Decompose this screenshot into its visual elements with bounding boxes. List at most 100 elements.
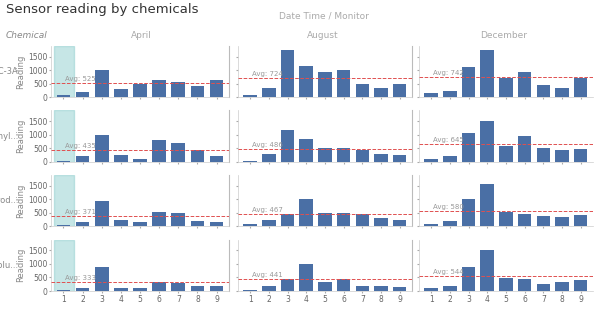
Bar bbox=[281, 279, 294, 291]
Bar bbox=[133, 222, 147, 226]
Bar bbox=[574, 215, 587, 226]
Bar bbox=[262, 88, 275, 97]
Bar bbox=[555, 88, 569, 97]
Bar bbox=[318, 282, 332, 291]
Text: December: December bbox=[480, 31, 527, 40]
Bar bbox=[318, 148, 332, 162]
Text: Methyl...: Methyl... bbox=[0, 131, 19, 141]
Bar bbox=[299, 199, 313, 226]
Text: AGOC-3A: AGOC-3A bbox=[0, 67, 19, 76]
Bar bbox=[114, 288, 128, 291]
Bar bbox=[281, 130, 294, 162]
Bar bbox=[299, 139, 313, 162]
Bar bbox=[356, 214, 369, 226]
Text: Avg: 435: Avg: 435 bbox=[65, 143, 96, 149]
Bar bbox=[244, 224, 257, 226]
Bar bbox=[518, 72, 532, 97]
Text: Avg: 525: Avg: 525 bbox=[65, 76, 96, 82]
Text: Sensor reading by chemicals: Sensor reading by chemicals bbox=[6, 3, 199, 16]
Bar bbox=[209, 222, 223, 226]
Bar bbox=[536, 284, 550, 291]
Bar bbox=[56, 290, 70, 291]
Text: Date Time / Monitor: Date Time / Monitor bbox=[279, 11, 369, 21]
Bar bbox=[54, 111, 74, 162]
Bar bbox=[574, 280, 587, 291]
Bar bbox=[95, 201, 109, 226]
Bar bbox=[443, 91, 457, 97]
Bar bbox=[76, 156, 89, 162]
Bar bbox=[152, 80, 166, 97]
Bar bbox=[209, 80, 223, 97]
Bar bbox=[337, 213, 350, 226]
Bar bbox=[518, 136, 532, 162]
Bar bbox=[191, 150, 205, 162]
Bar bbox=[172, 283, 185, 291]
Bar bbox=[114, 155, 128, 162]
Bar bbox=[499, 146, 512, 162]
Bar bbox=[244, 161, 257, 162]
Bar bbox=[499, 278, 512, 291]
Text: Avg: 441: Avg: 441 bbox=[252, 272, 283, 278]
Bar bbox=[281, 214, 294, 226]
Bar bbox=[318, 72, 332, 97]
Bar bbox=[374, 218, 388, 226]
Bar bbox=[281, 50, 294, 97]
Bar bbox=[318, 213, 332, 226]
Text: Avg: 580: Avg: 580 bbox=[433, 204, 464, 210]
Bar bbox=[499, 212, 512, 226]
Bar bbox=[356, 150, 369, 162]
Text: Chlorod...: Chlorod... bbox=[0, 196, 19, 205]
Text: Avg: 724: Avg: 724 bbox=[252, 71, 283, 77]
Bar bbox=[374, 285, 388, 291]
Bar bbox=[172, 82, 185, 97]
Text: April: April bbox=[131, 31, 152, 40]
Bar bbox=[574, 78, 587, 97]
Bar bbox=[536, 215, 550, 226]
Bar bbox=[56, 225, 70, 226]
Bar bbox=[443, 156, 457, 162]
Text: Avg: 486: Avg: 486 bbox=[252, 142, 283, 148]
Bar bbox=[499, 78, 512, 97]
Bar bbox=[356, 84, 369, 97]
Bar bbox=[337, 148, 350, 162]
Bar bbox=[191, 221, 205, 226]
Bar bbox=[172, 143, 185, 162]
Bar bbox=[56, 161, 70, 162]
Text: Avg: 371: Avg: 371 bbox=[65, 209, 97, 215]
Bar bbox=[555, 282, 569, 291]
Bar bbox=[299, 66, 313, 97]
Bar bbox=[244, 95, 257, 97]
Bar bbox=[152, 212, 166, 226]
Bar bbox=[262, 154, 275, 162]
Bar bbox=[95, 70, 109, 97]
Bar bbox=[209, 156, 223, 162]
Y-axis label: Reading: Reading bbox=[16, 248, 25, 283]
Bar bbox=[555, 217, 569, 226]
Text: August: August bbox=[307, 31, 338, 40]
Bar bbox=[95, 135, 109, 162]
Bar bbox=[462, 267, 475, 291]
Bar bbox=[481, 250, 494, 291]
Bar bbox=[518, 214, 532, 226]
Bar bbox=[374, 154, 388, 162]
Bar bbox=[462, 199, 475, 226]
Bar bbox=[114, 220, 128, 226]
Bar bbox=[172, 213, 185, 226]
Bar bbox=[76, 92, 89, 97]
Bar bbox=[56, 95, 70, 97]
Bar bbox=[443, 221, 457, 226]
Bar bbox=[54, 46, 74, 97]
Bar bbox=[54, 239, 74, 291]
Y-axis label: Reading: Reading bbox=[16, 54, 25, 89]
Bar bbox=[114, 89, 128, 97]
Y-axis label: Reading: Reading bbox=[16, 183, 25, 218]
Bar bbox=[152, 282, 166, 291]
Bar bbox=[424, 159, 438, 162]
Bar bbox=[574, 149, 587, 162]
Bar bbox=[209, 285, 223, 291]
Bar bbox=[424, 93, 438, 97]
Bar bbox=[191, 86, 205, 97]
Bar bbox=[393, 287, 406, 291]
Bar bbox=[337, 70, 350, 97]
Bar bbox=[133, 159, 147, 162]
